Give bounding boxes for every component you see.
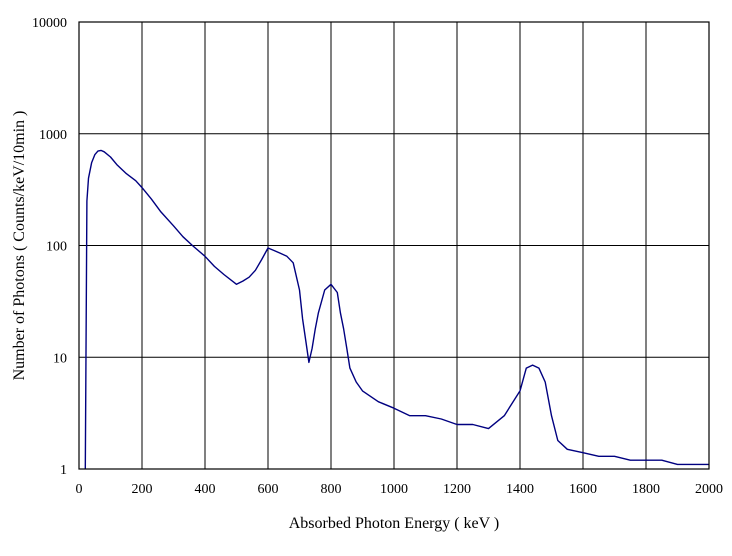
x-tick-label: 800 (321, 482, 342, 497)
x-tick-label: 2000 (695, 482, 723, 497)
y-tick-label: 1 (60, 463, 67, 478)
y-tick-label: 100 (46, 240, 67, 255)
y-tick-label: 10000 (32, 16, 67, 31)
plot-frame (78, 21, 710, 470)
y-tick-label: 10 (53, 351, 67, 366)
y-axis-title: Number of Photons ( Counts/keV/10min ) (11, 111, 28, 381)
x-tick-label: 1400 (506, 482, 534, 497)
x-tick-label: 200 (132, 482, 153, 497)
tick-labels: 0 200 400 600 800 1000 1200 1400 1600 1800 2000 1 10… (32, 16, 723, 497)
x-tick-label: 400 (195, 482, 216, 497)
x-tick-label: 1600 (569, 482, 597, 497)
x-tick-label: 1800 (632, 482, 660, 497)
x-tick-label: 0 (76, 482, 83, 497)
x-axis-title: Absorbed Photon Energy ( keV ) (289, 515, 500, 532)
data-series (84, 149, 709, 470)
x-tick-label: 1200 (443, 482, 471, 497)
y-tick-label: 1000 (39, 128, 67, 143)
x-tick-label: 1000 (380, 482, 408, 497)
spectrum-line (84, 149, 709, 470)
x-tick-label: 600 (258, 482, 279, 497)
grid-lines (79, 22, 709, 469)
